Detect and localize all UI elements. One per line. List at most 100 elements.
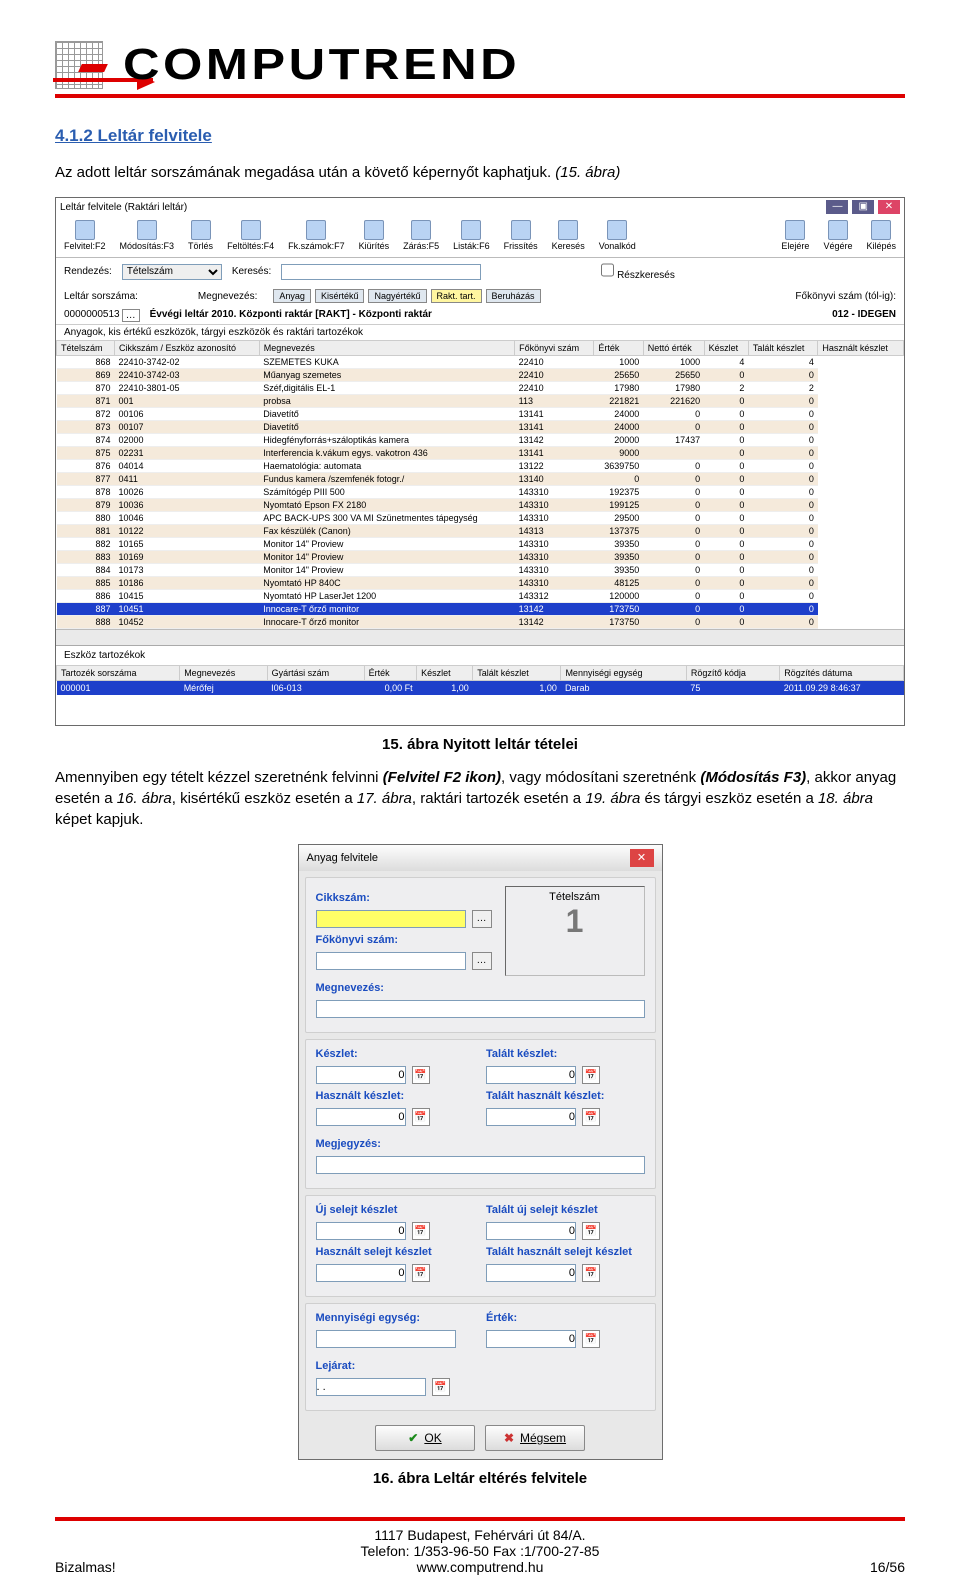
type-tab[interactable]: Rakt. tart. [431, 289, 482, 303]
window-minimize-icon[interactable]: — [826, 200, 848, 214]
window-titlebar: Leltár felvitele (Raktári leltár) — ▣ ✕ [56, 198, 904, 216]
footer-web: www.computrend.hu [55, 1559, 905, 1575]
toolbar-button[interactable]: Fk.számok:F7 [288, 220, 345, 251]
mennyisegi-input[interactable] [316, 1330, 456, 1348]
talalt-ujselejt-label: Talált új selejt készlet [486, 1204, 645, 1216]
figure-caption-16: 16. ábra Leltár eltérés felvitele [55, 1470, 905, 1487]
info-row: Leltár sorszáma: Megnevezés: AnyagKisért… [56, 285, 904, 307]
table-row[interactable]: 87502231Interferencia k.vákum egys. vako… [57, 447, 904, 460]
ujselejt-input[interactable] [316, 1222, 406, 1240]
hasznalt-label: Használt készlet: [316, 1090, 475, 1102]
fokonyvi-input[interactable] [316, 952, 466, 970]
table-row[interactable]: 86822410-3742-02SZEMETES KUKA22410100010… [57, 356, 904, 369]
window-close-icon[interactable]: ✕ [878, 200, 900, 214]
type-tab[interactable]: Anyag [273, 289, 311, 303]
hasznaltselejt-input[interactable] [316, 1264, 406, 1282]
hasznalt-input[interactable] [316, 1108, 406, 1126]
ertek-label: Érték: [486, 1312, 645, 1324]
toolbar-button[interactable]: Módosítás:F3 [120, 220, 175, 251]
toolbar-button[interactable]: Elejére [781, 220, 809, 251]
type-tab[interactable]: Nagyértékű [368, 289, 426, 303]
calc-icon[interactable]: 📅 [582, 1066, 600, 1084]
toolbar-button[interactable]: Törlés [188, 220, 213, 251]
table-row[interactable]: 88310169Monitor 14" Proview1433103935000… [57, 551, 904, 564]
window-maximize-icon[interactable]: ▣ [852, 200, 874, 214]
toolbar-button[interactable]: Felvitel:F2 [64, 220, 106, 251]
toolbar-icon [306, 220, 326, 240]
sort-select[interactable]: Tételszám [122, 264, 222, 280]
calc-icon[interactable]: 📅 [412, 1108, 430, 1126]
table-row[interactable]: 88210165Monitor 14" Proview1433103935000… [57, 538, 904, 551]
toolbar-button[interactable]: Keresés [552, 220, 585, 251]
toolbar-button[interactable]: Kilépés [866, 220, 896, 251]
calc-icon[interactable]: 📅 [412, 1222, 430, 1240]
table-row[interactable]: 88010046APC BACK-UPS 300 VA MI Szünetmen… [57, 512, 904, 525]
serial-label: Leltár sorszáma: [64, 291, 138, 302]
talalt-hasznalt-input[interactable] [486, 1108, 576, 1126]
toolbar-button[interactable]: Vonalkód [599, 220, 636, 251]
table-row[interactable]: 87200106Diavetítő1314124000000 [57, 408, 904, 421]
keszlet-input[interactable] [316, 1066, 406, 1084]
dialog-close-icon[interactable]: ✕ [630, 849, 654, 867]
toolbar-button[interactable]: Végére [823, 220, 852, 251]
partial-search-checkbox[interactable]: Részkeresés [601, 262, 675, 281]
toolbar-icon [785, 220, 805, 240]
toolbar-icon [607, 220, 627, 240]
tetelszam-box: Tételszám 1 [505, 886, 645, 976]
type-tab[interactable]: Kisértékű [315, 289, 365, 303]
table-row[interactable]: 88710451Innocare-T őrző monitor131421737… [57, 603, 904, 616]
dialog-titlebar: Anyag felvitele ✕ [299, 845, 662, 871]
table-row[interactable]: 88610415Nyomtató HP LaserJet 12001433121… [57, 590, 904, 603]
calc-icon[interactable]: 📅 [582, 1108, 600, 1126]
ok-button[interactable]: ✔OK [375, 1425, 475, 1451]
toolbar-button[interactable]: Frissítés [504, 220, 538, 251]
table-row[interactable]: 88810452Innocare-T őrző monitor131421737… [57, 616, 904, 629]
cikkszam-browse-button[interactable]: … [472, 910, 492, 928]
horizontal-scrollbar[interactable] [56, 629, 904, 645]
table-row[interactable]: 87022410-3801-05Széf,digitális EL-122410… [57, 382, 904, 395]
header-rule [55, 94, 905, 98]
type-tab[interactable]: Beruházás [486, 289, 541, 303]
search-input[interactable] [281, 264, 481, 280]
accessory-table[interactable]: Tartozék sorszámaMegnevezésGyártási szám… [56, 665, 904, 695]
toolbar-button[interactable]: Kiürítés [359, 220, 390, 251]
footer-confidential: Bizalmas! [55, 1559, 116, 1575]
toolbar-button[interactable]: Zárás:F5 [403, 220, 439, 251]
fokonyvi-browse-button[interactable]: … [472, 952, 492, 970]
toolbar-button[interactable]: Listák:F6 [453, 220, 490, 251]
megjegyzes-input[interactable] [316, 1156, 645, 1174]
table-row[interactable]: 87910036Nyomtató Epson FX 21801433101991… [57, 499, 904, 512]
talalt-ujselejt-input[interactable] [486, 1222, 576, 1240]
inventory-table[interactable]: TételszámCikkszám / Eszköz azonosítóMegn… [56, 340, 904, 629]
table-row[interactable]: 86922410-3742-03Műanyag szemetes22410256… [57, 369, 904, 382]
table-row[interactable]: 871001probsa11322182122162000 [57, 395, 904, 408]
table-row[interactable]: 87402000Hidegfényforrás+száloptikás kame… [57, 434, 904, 447]
talalt-label: Talált készlet: [486, 1048, 645, 1060]
cancel-button[interactable]: ✖Mégsem [485, 1425, 585, 1451]
cikkszam-input[interactable] [316, 910, 466, 928]
ertek-input[interactable] [486, 1330, 576, 1348]
talalt-input[interactable] [486, 1066, 576, 1084]
table-row[interactable]: 87810026Számítógép PIII 5001433101923750… [57, 486, 904, 499]
calc-icon[interactable]: 📅 [412, 1066, 430, 1084]
toolbar-button[interactable]: Feltöltés:F4 [227, 220, 274, 251]
table-row[interactable]: 87604014Haematológia: automata1312236397… [57, 460, 904, 473]
date-picker-icon[interactable]: 📅 [432, 1378, 450, 1396]
table-row[interactable]: 88410173Monitor 14" Proview1433103935000… [57, 564, 904, 577]
calc-icon[interactable]: 📅 [582, 1222, 600, 1240]
calc-icon[interactable]: 📅 [582, 1330, 600, 1348]
megnevezes-input[interactable] [316, 1000, 645, 1018]
calc-icon[interactable]: 📅 [412, 1264, 430, 1282]
table-row[interactable]: 88110122Fax készülék (Canon)143131373750… [57, 525, 904, 538]
serial-browse-button[interactable]: … [122, 309, 140, 322]
calc-icon[interactable]: 📅 [582, 1264, 600, 1282]
toolbar-icon [871, 220, 891, 240]
toolbar-icon [137, 220, 157, 240]
lejarat-input[interactable] [316, 1378, 426, 1396]
table-row[interactable]: 000001MérőfejI06-0130,00 Ft1,001,00Darab… [57, 681, 904, 696]
sort-label: Rendezés: [64, 266, 112, 277]
table-row[interactable]: 88510186Nyomtató HP 840C14331048125000 [57, 577, 904, 590]
talalt-hasznaltselejt-input[interactable] [486, 1264, 576, 1282]
table-row[interactable]: 8770411Fundus kamera /szemfenék fotogr./… [57, 473, 904, 486]
table-row[interactable]: 87300107Diavetítő1314124000000 [57, 421, 904, 434]
